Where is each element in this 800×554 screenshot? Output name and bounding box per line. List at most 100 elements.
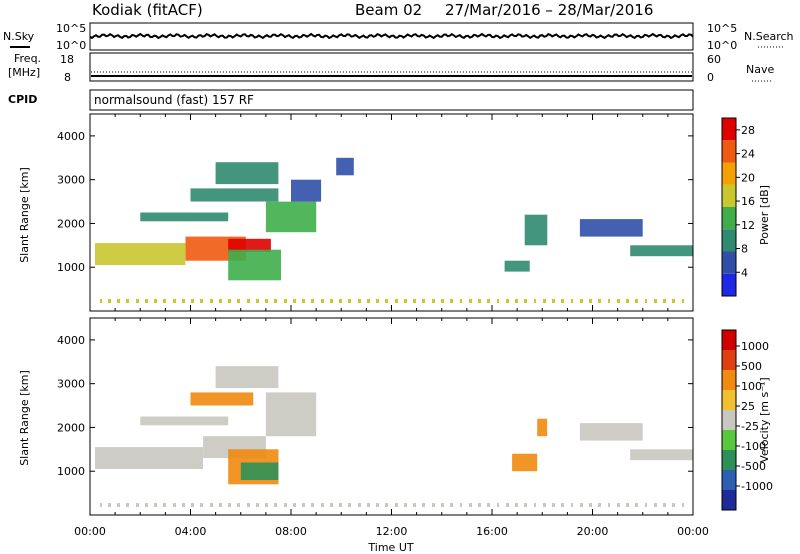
colorbar-swatch [722, 207, 736, 230]
x-tick-label: 20:00 [577, 525, 609, 538]
near-range-echo [117, 299, 119, 303]
near-range-echo [126, 299, 128, 303]
near-range-echo [654, 299, 656, 303]
near-range-echo [515, 299, 517, 303]
near-range-echo [626, 503, 628, 507]
colorbar-swatch [722, 350, 736, 370]
near-range-echo [450, 299, 452, 303]
near-range-echo [219, 503, 221, 507]
near-range-echo [330, 299, 332, 303]
near-range-echo [580, 299, 582, 303]
near-range-echo [404, 503, 406, 507]
near-range-echo [154, 503, 156, 507]
near-range-echo [561, 503, 563, 507]
near-range-echo [626, 299, 628, 303]
near-range-echo [274, 299, 276, 303]
data-region-11 [630, 449, 693, 461]
freq-unit: [MHz] [8, 66, 40, 79]
x-tick-label: 00:00 [74, 525, 106, 538]
time-axis: 00:00 04:00 08:00 12:00 16:00 20:00 00:00 [74, 525, 709, 538]
near-range-echo [682, 503, 684, 507]
near-range-echo [191, 299, 193, 303]
near-range-echo [293, 299, 295, 303]
colorbar-swatch [722, 430, 736, 450]
near-range-echo [654, 503, 656, 507]
power-axes: 1000 2000 3000 4000 [57, 114, 694, 311]
near-range-echo [163, 299, 165, 303]
near-range-echo [191, 503, 193, 507]
data-region-2 [228, 238, 271, 252]
y-tick-label: 2000 [57, 217, 85, 230]
near-range-echo [635, 503, 637, 507]
station-title: Kodiak (fitACF) [92, 1, 203, 19]
nave-tick-low: 0 [707, 71, 714, 84]
colorbar-swatch [722, 370, 736, 390]
nsky-label: N.Sky [3, 30, 35, 43]
beam-label: Beam 02 [355, 1, 422, 19]
data-region-13 [630, 245, 693, 257]
data-region-0 [95, 243, 186, 265]
near-range-echo [608, 503, 610, 507]
near-range-echo [228, 299, 230, 303]
colorbar-swatch [722, 184, 736, 207]
colorbar-tick-label: 4 [741, 266, 748, 279]
power-colorbar: 4 8 12 16 20 24 28 [721, 117, 755, 297]
near-range-echo [469, 299, 471, 303]
data-region-8 [291, 179, 322, 202]
near-range-echo [136, 503, 138, 507]
near-range-echo [100, 299, 102, 303]
x-tick-label: 12:00 [376, 525, 408, 538]
noise-tick-left-low: 10^0 [56, 39, 86, 52]
data-region-12 [579, 219, 643, 237]
x-tick-label: 04:00 [175, 525, 207, 538]
colorbar-swatch [722, 229, 736, 252]
velocity-colorbar-label: Velocity [m s⁻¹] [758, 377, 771, 462]
colorbar-swatch [722, 140, 736, 163]
near-range-echo [524, 299, 526, 303]
near-range-echo [589, 503, 591, 507]
colorbar-tick-label: 8 [741, 243, 748, 256]
near-range-echo [413, 299, 415, 303]
near-range-echo [376, 299, 378, 303]
near-range-echo [321, 503, 323, 507]
colorbar-tick-label: 16 [741, 195, 755, 208]
data-region-9 [537, 418, 548, 437]
noise-tick-right-low: 10^0 [707, 39, 737, 52]
near-range-echo [219, 299, 221, 303]
near-range-echo [404, 299, 406, 303]
near-range-echo [145, 299, 147, 303]
near-range-echo [274, 503, 276, 507]
near-range-echo [237, 299, 239, 303]
near-range-echo [339, 299, 341, 303]
noise-trace [89, 32, 694, 40]
near-range-echo [182, 299, 184, 303]
near-range-echo [534, 299, 536, 303]
freq-label: Freq. [14, 52, 41, 65]
colorbar-tick-label: 25 [741, 400, 755, 413]
colorbar-tick-label: -500 [741, 460, 766, 473]
near-range-echo [552, 503, 554, 507]
near-range-echo [580, 503, 582, 507]
data-region-8 [512, 453, 538, 472]
near-range-echo [117, 503, 119, 507]
near-range-echo [543, 503, 545, 507]
near-range-echo [348, 299, 350, 303]
near-range-echo [108, 299, 110, 303]
data-region-11 [524, 214, 548, 246]
y-tick-label: 3000 [57, 174, 85, 187]
nsearch-label: N.Search [744, 30, 794, 43]
near-range-echo [228, 503, 230, 507]
near-range-echo [339, 503, 341, 507]
near-range-echo [385, 503, 387, 507]
data-region-5 [190, 188, 279, 202]
near-range-echo [543, 299, 545, 303]
velocity-heatmap [95, 366, 693, 507]
colorbar-tick-label: 28 [741, 124, 755, 137]
near-range-echo [210, 503, 212, 507]
near-range-echo [561, 299, 563, 303]
near-range-echo [450, 503, 452, 507]
data-region-3 [228, 249, 281, 281]
cpid-text: normalsound (fast) 157 RF [94, 93, 254, 107]
near-range-echo [617, 299, 619, 303]
colorbar-swatch [722, 490, 736, 510]
